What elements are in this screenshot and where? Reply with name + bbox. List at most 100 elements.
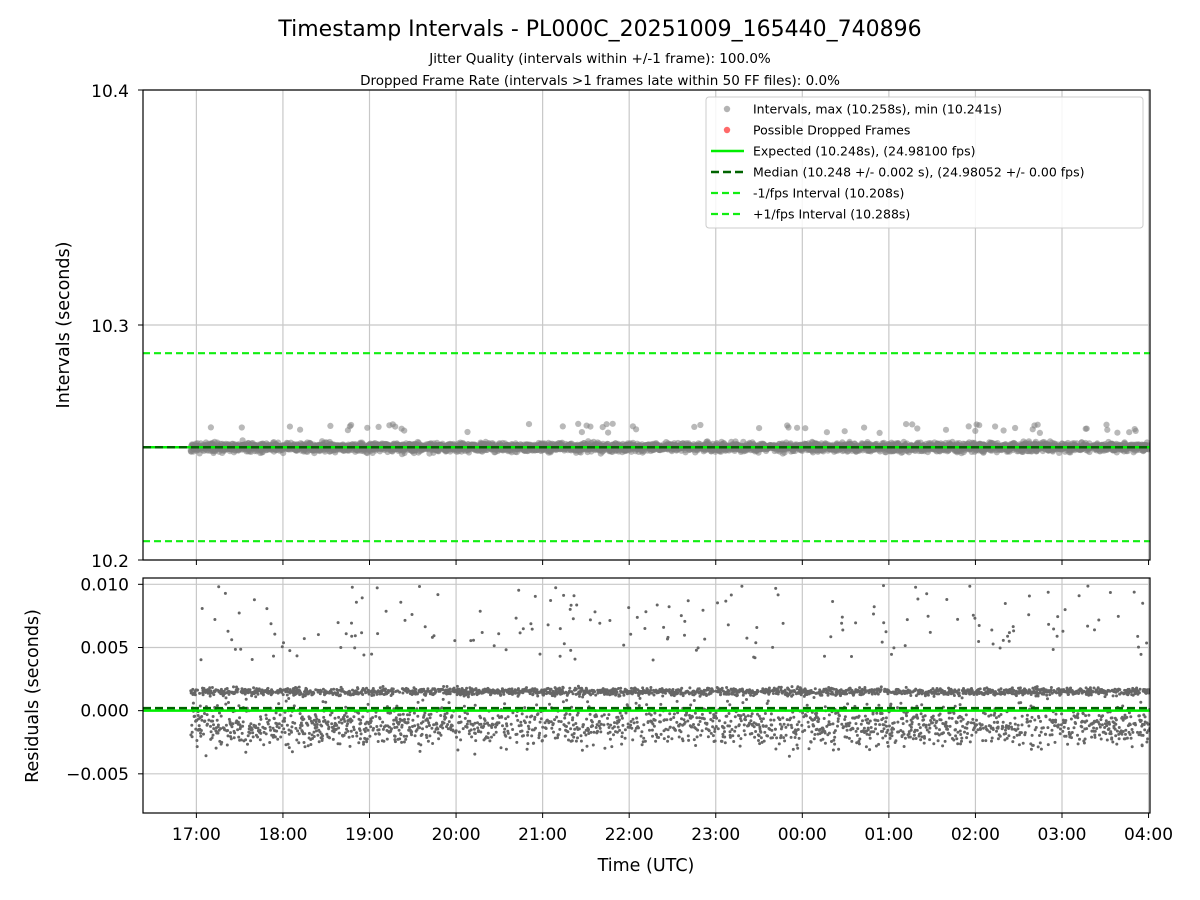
residual-point bbox=[296, 729, 300, 733]
residual-point bbox=[313, 723, 317, 727]
residual-point bbox=[311, 721, 315, 725]
residual-point bbox=[282, 727, 286, 731]
residual-point bbox=[266, 686, 270, 690]
residual-point bbox=[236, 720, 240, 724]
residual-point bbox=[324, 700, 328, 704]
residual-point bbox=[347, 735, 351, 739]
residual-point bbox=[447, 701, 451, 705]
interval-point bbox=[1034, 421, 1041, 428]
residual-point bbox=[283, 716, 287, 720]
residual-point bbox=[200, 715, 204, 718]
residual-point bbox=[211, 719, 215, 723]
residual-point bbox=[434, 690, 438, 694]
residual-point bbox=[297, 732, 301, 736]
residual-point bbox=[330, 711, 334, 715]
residual-point bbox=[379, 724, 383, 728]
residual-point bbox=[275, 729, 279, 733]
interval-point bbox=[1012, 424, 1019, 432]
residual-point bbox=[229, 731, 232, 735]
residual-point bbox=[426, 739, 430, 743]
interval-point bbox=[401, 427, 408, 434]
residual-point bbox=[238, 723, 242, 727]
residual-point bbox=[233, 647, 237, 651]
residual-point bbox=[303, 732, 307, 736]
residual-point bbox=[314, 720, 318, 724]
residual-point bbox=[428, 716, 432, 720]
chart-subtitle-jitter: Jitter Quality (intervals within +/-1 fr… bbox=[428, 51, 771, 67]
intervals-y-tick-label: 10.2 bbox=[91, 552, 129, 572]
residual-point bbox=[432, 723, 436, 727]
interval-point bbox=[1083, 425, 1090, 432]
intervals-y-ticks: 10.210.310.4 bbox=[91, 82, 143, 572]
residual-point bbox=[408, 726, 412, 729]
residual-point bbox=[458, 715, 462, 719]
residual-point bbox=[465, 686, 469, 690]
residual-point bbox=[193, 693, 197, 697]
residual-point bbox=[212, 693, 216, 697]
residual-point bbox=[428, 724, 431, 727]
interval-point bbox=[207, 424, 214, 431]
residual-point bbox=[256, 735, 260, 739]
residual-point bbox=[358, 737, 362, 741]
residual-point bbox=[292, 704, 296, 708]
residual-point bbox=[272, 717, 276, 721]
residual-point bbox=[232, 736, 236, 740]
residual-point bbox=[423, 711, 427, 715]
residual-point bbox=[321, 734, 325, 738]
residual-point bbox=[263, 727, 267, 730]
residual-point bbox=[258, 728, 262, 732]
residual-point bbox=[352, 728, 356, 732]
residual-point bbox=[288, 649, 292, 653]
residual-point bbox=[384, 687, 387, 691]
residual-point bbox=[425, 736, 429, 739]
residual-point bbox=[372, 726, 375, 730]
residual-point bbox=[420, 732, 424, 736]
residual-point bbox=[368, 734, 372, 738]
residual-point bbox=[465, 722, 469, 726]
residual-point bbox=[401, 712, 405, 716]
residual-point bbox=[408, 713, 411, 717]
residual-point bbox=[279, 735, 283, 739]
residual-point bbox=[229, 735, 233, 739]
residual-point bbox=[334, 727, 338, 731]
residual-point bbox=[250, 658, 254, 661]
interval-point bbox=[525, 421, 533, 428]
interval-point bbox=[364, 424, 371, 431]
residual-point bbox=[190, 723, 194, 727]
residual-point bbox=[301, 695, 305, 699]
residual-point bbox=[227, 701, 230, 704]
interval-point bbox=[1132, 427, 1139, 434]
residual-point bbox=[295, 654, 299, 658]
residual-point bbox=[246, 742, 249, 746]
residual-point bbox=[374, 732, 377, 736]
residual-point bbox=[273, 735, 277, 739]
residual-point bbox=[204, 754, 208, 758]
residual-point bbox=[441, 726, 445, 730]
residual-point bbox=[226, 734, 230, 738]
residual-point bbox=[365, 686, 368, 690]
residual-point bbox=[200, 718, 204, 722]
residual-point bbox=[258, 738, 262, 742]
residual-point bbox=[249, 739, 253, 743]
residual-point bbox=[211, 715, 215, 718]
interval-point bbox=[1103, 421, 1110, 428]
residual-point bbox=[215, 718, 219, 722]
residual-point bbox=[207, 718, 211, 722]
residual-point bbox=[330, 722, 334, 726]
residual-point bbox=[280, 730, 284, 734]
residual-point bbox=[269, 622, 273, 626]
residual-point bbox=[267, 718, 271, 722]
interval-point bbox=[965, 423, 972, 430]
residual-point bbox=[227, 692, 231, 696]
interval-point bbox=[375, 423, 382, 430]
interval-point bbox=[756, 425, 763, 432]
residual-point bbox=[362, 653, 366, 657]
residual-point bbox=[276, 737, 280, 741]
residual-point bbox=[391, 687, 395, 691]
residual-point bbox=[405, 734, 409, 738]
residual-point bbox=[315, 725, 319, 729]
residual-point bbox=[249, 722, 253, 726]
residual-point bbox=[394, 716, 398, 720]
residual-point bbox=[431, 742, 435, 745]
residual-point bbox=[402, 734, 406, 738]
